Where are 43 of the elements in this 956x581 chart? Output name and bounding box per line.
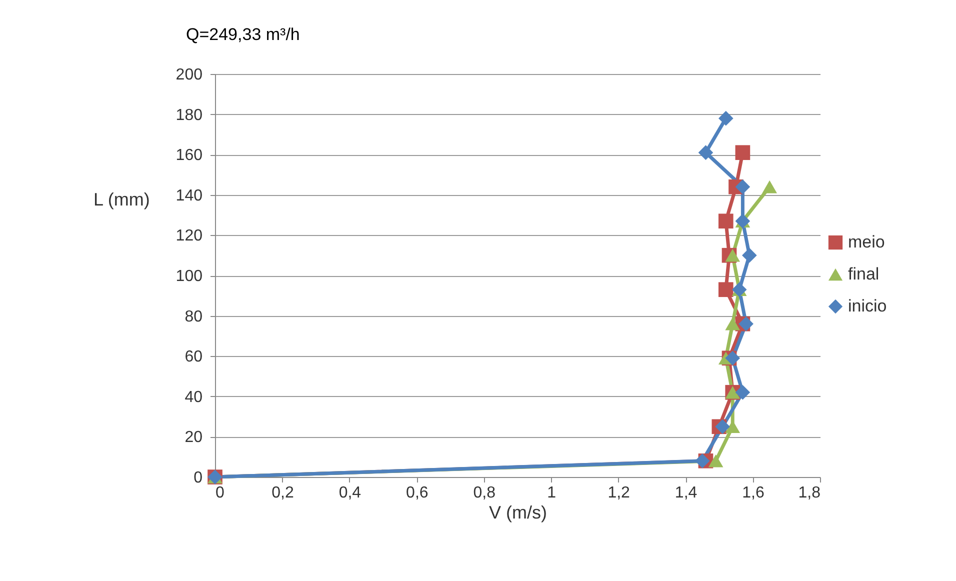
x-tick-label: 0 <box>216 484 224 502</box>
y-tick-label: 20 <box>184 429 203 446</box>
y-tick-label: 60 <box>184 348 203 366</box>
x-tick-label: 0,2 <box>272 484 294 502</box>
y-tick-label: 100 <box>176 268 203 285</box>
point <box>715 419 730 434</box>
point <box>738 316 754 332</box>
point <box>735 384 750 400</box>
point <box>718 282 734 298</box>
point <box>762 180 777 194</box>
point <box>718 110 734 126</box>
y-axis-title: L (mm) <box>94 190 150 210</box>
legend-label: inicio <box>848 296 887 316</box>
point <box>725 248 740 262</box>
x-tick-label: 0,4 <box>338 484 362 502</box>
y-tick-label: 80 <box>184 308 203 326</box>
chart-title: Q=249,33 m³/h <box>186 25 300 44</box>
x-tick-label: 1,6 <box>742 484 764 502</box>
legend-label: final <box>848 264 880 284</box>
x-tick-label: 0,8 <box>473 484 496 502</box>
legend-label: meio <box>848 232 885 252</box>
y-tick-label: 160 <box>176 147 203 164</box>
x-tick-label: 0,6 <box>406 484 428 502</box>
x-tick-label: 1,8 <box>798 484 821 502</box>
y-tick-label: 40 <box>184 388 203 406</box>
x-tick-label: 1,2 <box>608 484 630 502</box>
point <box>694 453 710 468</box>
x-tick-label: 1 <box>547 484 556 502</box>
y-tick-label: 140 <box>176 187 203 204</box>
point <box>735 145 750 160</box>
y-tick-label: 200 <box>176 66 203 84</box>
y-tick-label: 120 <box>176 228 203 245</box>
y-tick-label: 0 <box>194 470 203 486</box>
point <box>725 350 740 366</box>
point <box>725 317 740 330</box>
x-axis-title: V (m/s) <box>489 502 547 522</box>
x-tick-label: 1,4 <box>674 484 698 502</box>
point <box>742 248 757 263</box>
point <box>698 145 714 160</box>
y-tick-label: 180 <box>176 106 203 124</box>
point <box>718 214 734 229</box>
point <box>708 454 724 468</box>
point <box>735 179 750 194</box>
